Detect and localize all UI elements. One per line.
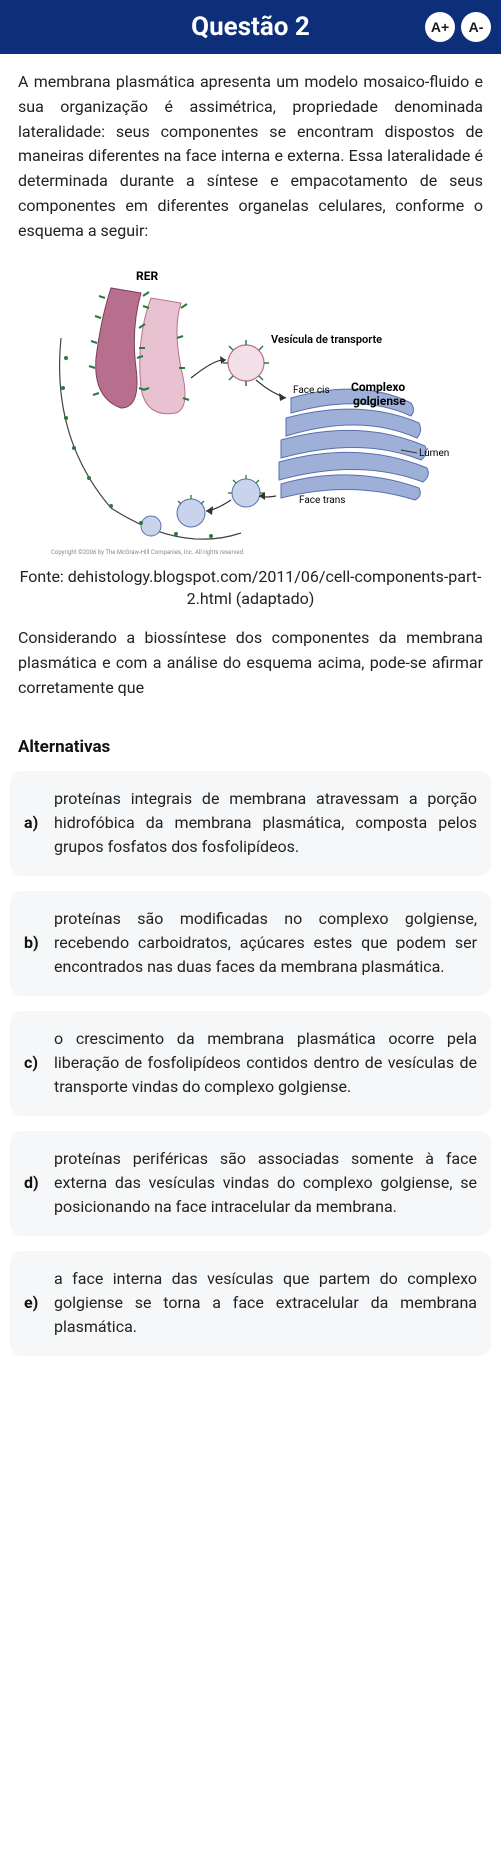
question-source: Fonte: dehistology.blogspot.com/2011/06/… <box>18 566 483 611</box>
alternatives-header: Alternativas <box>0 727 501 771</box>
label-face-cis: Face cis <box>293 385 330 396</box>
font-size-controls: A+ A- <box>425 12 491 42</box>
label-golgi-1: Complexo <box>351 380 405 394</box>
alternative-d[interactable]: d) proteínas periféricas são associadas … <box>10 1131 491 1235</box>
alternative-e[interactable]: e) a face interna das vesículas que part… <box>10 1251 491 1355</box>
label-vesicle: Vesícula de transporte <box>271 333 382 346</box>
alternative-b[interactable]: b) proteínas são modificadas no complexo… <box>10 891 491 995</box>
alt-letter: e) <box>24 1293 44 1312</box>
alternative-c[interactable]: c) o crescimento da membrana plasmática … <box>10 1011 491 1115</box>
label-rer: RER <box>136 269 158 283</box>
alt-letter: c) <box>24 1053 44 1072</box>
diagram-copyright: Copyright ©2006 by The McGraw-Hill Compa… <box>51 549 245 556</box>
label-face-trans: Face trans <box>299 495 345 506</box>
question-intro: A membrana plasmática apresenta um model… <box>18 70 483 244</box>
cell-diagram: RER Vesícula de transporte <box>41 258 461 558</box>
alternative-a[interactable]: a) proteínas integrais de membrana atrav… <box>10 771 491 875</box>
alt-text: a face interna das vesículas que partem … <box>54 1267 477 1339</box>
label-golgi-2: golgiense <box>353 394 406 408</box>
question-followup: Considerando a biossíntese dos component… <box>18 626 483 700</box>
alt-text: proteínas periféricas são associadas som… <box>54 1147 477 1219</box>
alt-text: proteínas são modificadas no complexo go… <box>54 907 477 979</box>
label-lumen: Lúmen <box>419 448 449 459</box>
alt-letter: a) <box>24 813 44 832</box>
font-decrease-button[interactable]: A- <box>461 12 491 42</box>
diagram-container: RER Vesícula de transporte <box>41 258 461 558</box>
alternatives-list: a) proteínas integrais de membrana atrav… <box>0 771 501 1387</box>
alt-letter: b) <box>24 933 44 952</box>
font-increase-button[interactable]: A+ <box>425 12 455 42</box>
alt-text: proteínas integrais de membrana atravess… <box>54 787 477 859</box>
question-title: Questão 2 <box>191 12 310 42</box>
alt-text: o crescimento da membrana plasmática oco… <box>54 1027 477 1099</box>
question-content: A membrana plasmática apresenta um model… <box>0 54 501 727</box>
alt-letter: d) <box>24 1173 44 1192</box>
question-header: Questão 2 A+ A- <box>0 0 501 54</box>
